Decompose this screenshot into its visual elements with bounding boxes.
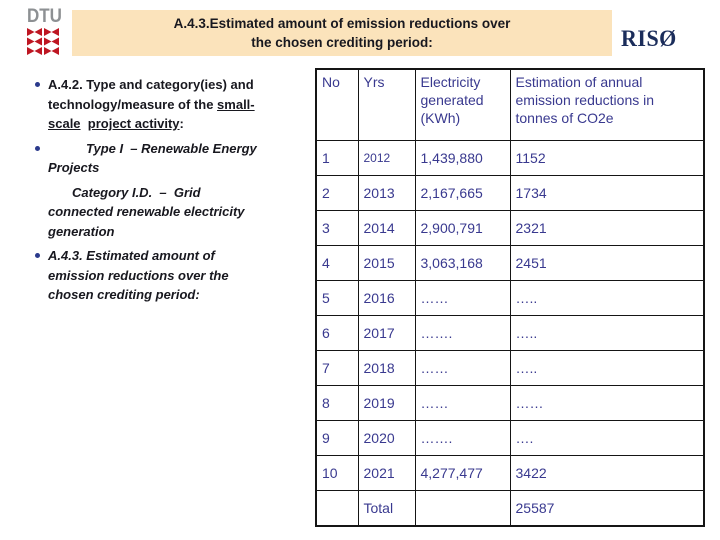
- table-row: 7 2018 …… …..: [315, 350, 705, 386]
- cell-electricity: 3,063,168: [414, 245, 511, 281]
- bullet-a42-gap: [81, 116, 88, 131]
- cell-reduction: 1734: [509, 175, 705, 211]
- table-row: 4 2015 3,063,168 2451: [315, 245, 705, 281]
- cell-electricity: 1,439,880: [414, 140, 511, 176]
- table-row: 1 2012 1,439,880 1152: [315, 140, 705, 176]
- cell-year: 2020: [357, 420, 416, 456]
- cell-year: 2016: [357, 280, 416, 316]
- cell-reduction: 2451: [509, 245, 705, 281]
- table-row: 3 2014 2,900,791 2321: [315, 210, 705, 246]
- cell-electricity: …….: [414, 420, 511, 456]
- cell-no: 1: [315, 140, 359, 176]
- cell-reduction: …..: [509, 350, 705, 386]
- cell-no: 5: [315, 280, 359, 316]
- bullet-a42-post: :: [179, 116, 184, 131]
- cell-reduction: …..: [509, 315, 705, 351]
- table-row: 6 2017 ……. …..: [315, 315, 705, 351]
- cell-year: 2012: [357, 140, 416, 176]
- cell-electricity: 4,277,477: [414, 455, 511, 491]
- col-header-yrs: Yrs: [357, 68, 416, 141]
- cell-reduction: 2321: [509, 210, 705, 246]
- bullet-text-type1: Type I – Renewable Energy Projects: [48, 140, 257, 176]
- dtu-logo-text: DTU: [27, 4, 62, 27]
- cell-no: 6: [315, 315, 359, 351]
- bullet-a42-underline-smallscale: small- scale: [48, 96, 255, 132]
- bullet-subitem-category: Category I.D. – Grid connected renewable…: [48, 183, 312, 242]
- bullet-text-a43: A.4.3. Estimated amount of emission redu…: [48, 248, 229, 302]
- cell-no: 8: [315, 385, 359, 421]
- cell-reduction: ……: [509, 385, 705, 421]
- cell-empty: [414, 490, 511, 527]
- dtu-waves-icon: [27, 28, 59, 55]
- bullet-item-a42: A.4.2. Type and category(ies) and techno…: [30, 75, 312, 134]
- cell-total-value: 25587: [509, 490, 705, 527]
- cell-electricity: ……: [414, 385, 511, 421]
- cell-electricity: ……: [414, 350, 511, 386]
- cell-reduction: 1152: [509, 140, 705, 176]
- cell-electricity: 2,900,791: [414, 210, 511, 246]
- emission-reductions-table: No Yrs Electricity generated (KWh) Estim…: [315, 68, 705, 527]
- bullet-item-a43: A.4.3. Estimated amount of emission redu…: [30, 246, 312, 305]
- bullet-item-type1: Type I – Renewable Energy Projects: [30, 139, 312, 178]
- cell-reduction: ….: [509, 420, 705, 456]
- col-header-no: No: [315, 68, 359, 141]
- cell-no: 7: [315, 350, 359, 386]
- cell-year: 2019: [357, 385, 416, 421]
- cell-year: 2015: [357, 245, 416, 281]
- table-row: 9 2020 ……. ….: [315, 420, 705, 456]
- cell-no: 10: [315, 455, 359, 491]
- title-box: A.4.3.Estimated amount of emission reduc…: [72, 10, 612, 56]
- dtu-logo: DTU: [27, 4, 67, 56]
- cell-year: 2013: [357, 175, 416, 211]
- bullet-dot: [35, 145, 40, 151]
- page-title: A.4.3.Estimated amount of emission reduc…: [173, 16, 511, 50]
- table-row: 8 2019 …… ……: [315, 385, 705, 421]
- cell-reduction: 3422: [509, 455, 705, 491]
- cell-no: 3: [315, 210, 359, 246]
- cell-year: 2014: [357, 210, 416, 246]
- table-total-row: Total 25587: [315, 490, 705, 527]
- bullet-a42-pre: A.4.2. Type and category(ies) and techno…: [48, 77, 254, 112]
- bullet-dot: [35, 82, 40, 87]
- cell-electricity: …….: [414, 315, 511, 351]
- bullet-text-a42: A.4.2. Type and category(ies) and techno…: [48, 75, 312, 134]
- cell-electricity: ……: [414, 280, 511, 316]
- bullet-text-category: Category I.D. – Grid connected renewable…: [48, 184, 245, 239]
- cell-no: 9: [315, 420, 359, 456]
- bullet-dot: [35, 253, 40, 258]
- table-row: 10 2021 4,277,477 3422: [315, 455, 705, 491]
- cell-year: 2021: [357, 455, 416, 491]
- table-header-row: No Yrs Electricity generated (KWh) Estim…: [315, 68, 705, 141]
- bullet-a42-underline-projectactivity: project activity: [87, 116, 180, 131]
- bullet-list: A.4.2. Type and category(ies) and techno…: [30, 75, 312, 310]
- cell-total-label: Total: [357, 490, 416, 527]
- cell-no: 4: [315, 245, 359, 281]
- col-header-electricity: Electricity generated (KWh): [414, 68, 511, 141]
- table-row: 5 2016 …… …..: [315, 280, 705, 316]
- table-row: 2 2013 2,167,665 1734: [315, 175, 705, 211]
- cell-no: 2: [315, 175, 359, 211]
- riso-logo: RISØ: [621, 25, 677, 52]
- cell-year: 2017: [357, 315, 416, 351]
- cell-empty: [315, 490, 359, 527]
- cell-reduction: …..: [509, 280, 705, 316]
- col-header-estimation: Estimation of annual emission reductions…: [509, 68, 705, 141]
- cell-year: 2018: [357, 350, 416, 386]
- cell-electricity: 2,167,665: [414, 175, 511, 211]
